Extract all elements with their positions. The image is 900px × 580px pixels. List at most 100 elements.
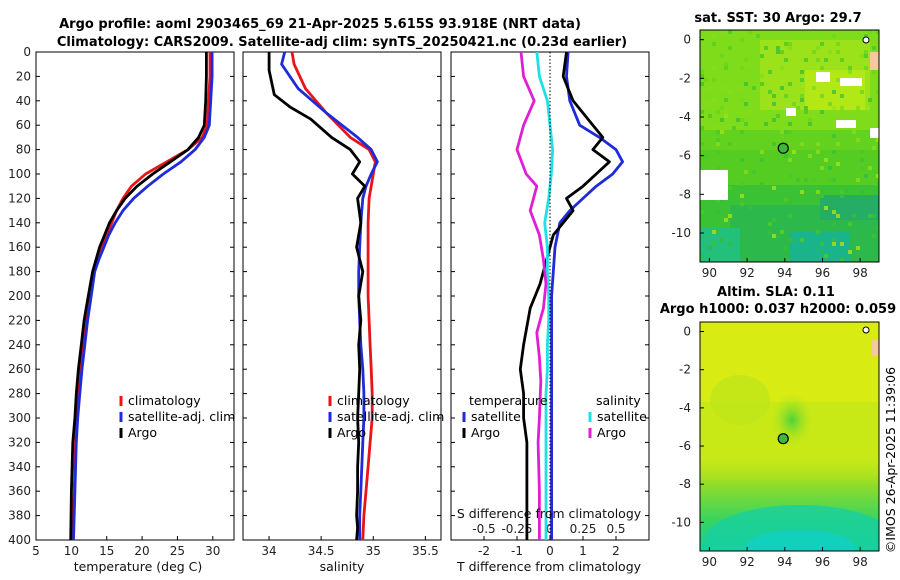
sst-pixel: [832, 90, 836, 94]
sst-pixel: [784, 154, 788, 158]
sst-pixel: [832, 106, 836, 110]
sst-pixel: [724, 218, 728, 222]
sst-pixel: [700, 126, 704, 130]
sst-pixel: [816, 230, 820, 234]
sst-pixel: [712, 34, 716, 38]
sst-pixel: [780, 86, 784, 90]
sst-pixel: [828, 178, 832, 182]
sst-pixel: [800, 238, 804, 242]
sst-pixel: [716, 130, 720, 134]
sla-map-axes: 90 92 94 96 98 0 -2 -4 -6 -8 -10: [671, 325, 867, 569]
map-lon-tick-label: 92: [739, 266, 754, 280]
x-tick-label: 30: [205, 544, 220, 558]
sst-pixel: [808, 122, 812, 126]
sst-pixel: [868, 214, 872, 218]
sst-pixel: [788, 214, 792, 218]
sst-pixel: [800, 98, 804, 102]
sst-pixel: [780, 66, 784, 70]
map-lat-tick-label: -4: [679, 401, 691, 415]
sst-pixel: [748, 30, 752, 34]
sst-pixel: [836, 110, 840, 114]
sst-argo-location-marker: [777, 142, 789, 154]
map-lat-tick-label: -10: [671, 515, 691, 529]
sst-pixel: [876, 138, 879, 142]
sst-pixel: [768, 222, 772, 226]
series-satellite-adj-clim: [72, 52, 214, 541]
sst-pixel: [744, 122, 748, 126]
sst-pixel: [788, 174, 792, 178]
map-lon-tick-label: 94: [777, 266, 792, 280]
map-lat-tick-label: -2: [679, 363, 691, 377]
sst-pixel: [816, 58, 820, 62]
sst-pixel: [728, 214, 732, 218]
sst-pixel: [700, 210, 704, 214]
depth-tick-label: 260: [8, 362, 31, 376]
sst-pixel: [816, 150, 820, 154]
sst-pixel: [752, 34, 756, 38]
map-lat-tick-label: -6: [679, 149, 691, 163]
temperature-legend: climatology satellite-adj. clim Argo: [119, 393, 235, 440]
sst-pixel: [700, 142, 704, 146]
legend-temperature-title: temperature: [469, 393, 548, 408]
sst-pixel: [772, 102, 776, 106]
sst-pixel: [856, 138, 860, 142]
sst-missing-pixels: [700, 170, 728, 200]
sst-pixel: [728, 142, 732, 146]
sst-pixel: [804, 58, 808, 62]
sst-pixel: [780, 230, 784, 234]
map-lat-tick-label: 0: [683, 33, 691, 47]
sst-pixel: [724, 62, 728, 66]
map-lat-tick-label: -2: [679, 71, 691, 85]
sst-pixel: [768, 70, 772, 74]
top-tick-label: 0.25: [570, 522, 597, 536]
sst-pixel: [716, 142, 720, 146]
sst-pixel: [720, 130, 724, 134]
sst-pixel: [820, 242, 824, 246]
sst-pixel: [820, 250, 824, 254]
sst-pixel: [832, 34, 836, 38]
sst-island: [862, 36, 870, 44]
series-argo: [267, 52, 367, 541]
sst-pixel: [856, 246, 860, 250]
sst-pixel: [872, 170, 876, 174]
sst-pixel: [820, 42, 824, 46]
sst-pixel: [764, 122, 768, 126]
sst-pixel: [828, 50, 832, 54]
sst-pixel: [740, 182, 744, 186]
sst-pixel: [848, 70, 852, 74]
map-lat-tick-label: -4: [679, 110, 691, 124]
sst-pixel: [764, 46, 768, 50]
sst-pixel: [768, 90, 772, 94]
sst-pixel: [740, 198, 744, 202]
sst-pixel: [840, 58, 844, 62]
sst-pixel: [872, 46, 876, 50]
x-tick-label: 20: [134, 544, 149, 558]
sst-pixel: [716, 210, 720, 214]
sst-pixel: [720, 54, 724, 58]
sst-pixel: [816, 190, 820, 194]
map-lat-tick-label: -8: [679, 477, 691, 491]
x-tick-label: 2: [612, 544, 620, 558]
sst-pixel: [712, 66, 716, 70]
sst-pixel: [724, 110, 728, 114]
sst-pixel: [860, 150, 864, 154]
x-tick-label: 10: [64, 544, 79, 558]
sst-pixel: [796, 178, 800, 182]
top-tick-label: -0.5: [472, 522, 495, 536]
sst-pixel: [784, 246, 788, 250]
legend-argo: Argo: [337, 425, 366, 440]
depth-tick-label: 400: [8, 533, 31, 547]
depth-tick-label: 160: [8, 240, 31, 254]
legend-satellite: satellite-adj. clim: [128, 409, 235, 424]
sst-pixel: [848, 250, 852, 254]
sst-pixel: [712, 78, 716, 82]
sst-pixel: [876, 174, 879, 178]
sst-pixel: [720, 118, 724, 122]
sst-pixel: [756, 34, 760, 38]
legend-sal-satellite: satellite: [597, 409, 647, 424]
sst-pixel: [712, 42, 716, 46]
sst-pixel: [800, 94, 804, 98]
sst-pixel: [864, 174, 868, 178]
sst-pixel: [724, 30, 728, 34]
